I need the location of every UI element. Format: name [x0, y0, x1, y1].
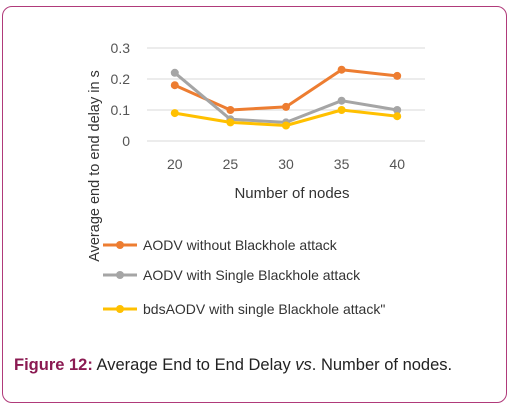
- legend: AODV without Blackhole attack AODV with S…: [103, 237, 385, 317]
- figure-caption: Figure 12: Average End to End Delay vs. …: [14, 356, 452, 375]
- data-point: [393, 112, 402, 121]
- data-point: [170, 68, 179, 77]
- series-lines: [170, 65, 402, 130]
- x-tick-label: 20: [167, 156, 183, 172]
- series-line-1: [173, 71, 398, 124]
- x-tick-label: 30: [278, 156, 294, 172]
- y-tick-label: 0.2: [111, 71, 131, 87]
- data-point: [337, 65, 346, 74]
- legend-swatch-marker: [116, 271, 124, 279]
- y-axis-label: Average end to end delay in s: [87, 70, 103, 262]
- legend-label: bdsAODV with single Blackhole attack": [143, 301, 385, 317]
- data-point: [393, 71, 402, 80]
- data-point: [226, 118, 235, 127]
- x-tick-label: 35: [334, 156, 350, 172]
- legend-swatch-marker: [116, 305, 124, 313]
- x-tick-label: 40: [389, 156, 405, 172]
- legend-label: AODV with Single Blackhole attack: [143, 267, 361, 283]
- x-tick-labels: 20 25 30 35 40: [167, 156, 405, 172]
- x-tick-label: 25: [223, 156, 239, 172]
- legend-label: AODV without Blackhole attack: [143, 237, 338, 253]
- data-point: [337, 106, 346, 114]
- data-point: [170, 109, 179, 118]
- caption-italic: vs: [295, 356, 312, 374]
- y-tick-label: 0.1: [111, 102, 131, 118]
- figure-frame: [2, 6, 507, 403]
- caption-label: Figure 12:: [14, 356, 93, 374]
- data-point: [170, 81, 179, 90]
- data-point: [226, 106, 235, 114]
- data-point: [393, 106, 402, 114]
- y-tick-labels: 0 0.1 0.2 0.3: [111, 40, 131, 149]
- x-axis-label: Number of nodes: [234, 185, 349, 202]
- legend-swatch-marker: [116, 241, 124, 249]
- caption-text-after: . Number of nodes.: [311, 356, 453, 374]
- data-point: [337, 96, 346, 105]
- y-tick-label: 0.3: [111, 40, 131, 56]
- y-tick-label: 0: [122, 133, 130, 149]
- caption-text-before: Average End to End Delay: [92, 356, 296, 374]
- data-point: [282, 121, 290, 130]
- data-point: [282, 102, 290, 111]
